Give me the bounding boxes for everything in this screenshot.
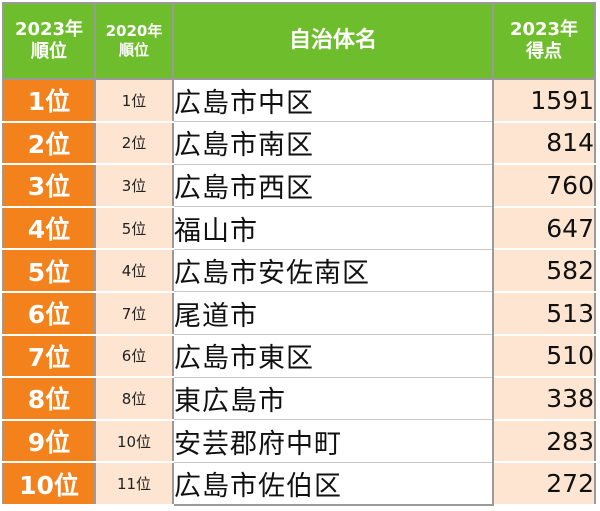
rank-2023-cell: 6位 bbox=[3, 291, 96, 336]
score-2023-cell: 338 bbox=[493, 377, 596, 421]
score-2023-cell: 272 bbox=[493, 462, 596, 506]
table-row: 9位 10位 安芸郡府中町 283 bbox=[3, 419, 596, 464]
municipality-name-cell: 福山市 bbox=[173, 206, 494, 250]
rank-2020-cell: 10位 bbox=[95, 419, 174, 464]
rank-2020-cell: 3位 bbox=[95, 164, 174, 208]
table-row: 6位 7位 尾道市 513 bbox=[3, 291, 596, 336]
rank-2023-cell: 7位 bbox=[3, 334, 96, 379]
header-name-label: 自治体名 bbox=[288, 28, 377, 54]
rank-2023-cell: 4位 bbox=[3, 206, 96, 251]
header-rank-2023: 2023年 順位 bbox=[3, 3, 96, 80]
rank-2023-cell: 1位 bbox=[3, 79, 96, 123]
municipality-name-cell: 広島市佐伯区 bbox=[173, 462, 494, 506]
table-row: 2位 2位 広島市南区 814 bbox=[3, 121, 596, 166]
score-2023-cell: 814 bbox=[493, 121, 596, 166]
table-row: 7位 6位 広島市東区 510 bbox=[3, 334, 596, 379]
header-rank-2020-label: 順位 bbox=[118, 41, 149, 59]
municipality-name-cell: 広島市西区 bbox=[173, 164, 494, 208]
score-2023-cell: 760 bbox=[493, 164, 596, 208]
rank-2020-cell: 11位 bbox=[95, 462, 174, 506]
rank-2020-cell: 1位 bbox=[95, 79, 174, 123]
municipality-name-cell: 広島市安佐南区 bbox=[173, 249, 494, 293]
header-rank-2023-label: 順位 bbox=[31, 41, 67, 62]
rank-2020-cell: 4位 bbox=[95, 249, 174, 293]
header-row: 2023年 順位 2020年 順位 自治体名 2023年 得点 bbox=[3, 3, 596, 80]
score-2023-cell: 283 bbox=[493, 419, 596, 464]
header-rank-2020: 2020年 順位 bbox=[95, 3, 174, 80]
rank-2020-cell: 2位 bbox=[95, 121, 174, 166]
table-row: 5位 4位 広島市安佐南区 582 bbox=[3, 249, 596, 293]
rank-2020-cell: 8位 bbox=[95, 377, 174, 421]
rank-2023-cell: 10位 bbox=[3, 462, 96, 506]
score-2023-cell: 1591 bbox=[493, 79, 596, 123]
header-municipality-name: 自治体名 bbox=[173, 3, 494, 80]
ranking-table: 2023年 順位 2020年 順位 自治体名 2023年 得点 1位 1位 広島市中… bbox=[2, 2, 596, 506]
rank-2020-cell: 6位 bbox=[95, 334, 174, 379]
header-score-2023: 2023年 得点 bbox=[493, 3, 596, 80]
municipality-name-cell: 広島市南区 bbox=[173, 121, 494, 165]
score-2023-cell: 513 bbox=[493, 291, 596, 336]
municipality-name-cell: 東広島市 bbox=[173, 377, 494, 421]
municipality-name-cell: 尾道市 bbox=[173, 291, 494, 336]
score-2023-cell: 582 bbox=[493, 249, 596, 293]
municipality-name-cell: 安芸郡府中町 bbox=[173, 419, 494, 463]
header-score-year: 2023年 bbox=[509, 18, 579, 40]
table-row: 1位 1位 広島市中区 1591 bbox=[3, 79, 596, 123]
table-row: 4位 5位 福山市 647 bbox=[3, 206, 596, 251]
table-row: 8位 8位 東広島市 338 bbox=[3, 377, 596, 421]
rank-2020-cell: 5位 bbox=[95, 206, 174, 251]
table-row: 3位 3位 広島市西区 760 bbox=[3, 164, 596, 208]
table-row: 10位 11位 広島市佐伯区 272 bbox=[3, 462, 596, 506]
rank-2023-cell: 8位 bbox=[3, 377, 96, 421]
rank-2020-cell: 7位 bbox=[95, 291, 174, 336]
municipality-name-cell: 広島市東区 bbox=[173, 334, 494, 378]
score-2023-cell: 647 bbox=[493, 206, 596, 251]
rank-2023-cell: 9位 bbox=[3, 419, 96, 464]
table-body: 1位 1位 広島市中区 1591 2位 2位 広島市南区 814 3位 3位 広島市西区 760 4位 5… bbox=[3, 79, 596, 506]
rank-2023-cell: 3位 bbox=[3, 164, 96, 208]
municipality-name-cell: 広島市中区 bbox=[173, 79, 494, 123]
header-rank-2023-year: 2023年 bbox=[14, 18, 84, 40]
rank-2023-cell: 5位 bbox=[3, 249, 96, 293]
header-score-label: 得点 bbox=[526, 41, 562, 62]
score-2023-cell: 510 bbox=[493, 334, 596, 379]
header-rank-2020-year: 2020年 bbox=[105, 22, 163, 41]
rank-2023-cell: 2位 bbox=[3, 121, 96, 166]
